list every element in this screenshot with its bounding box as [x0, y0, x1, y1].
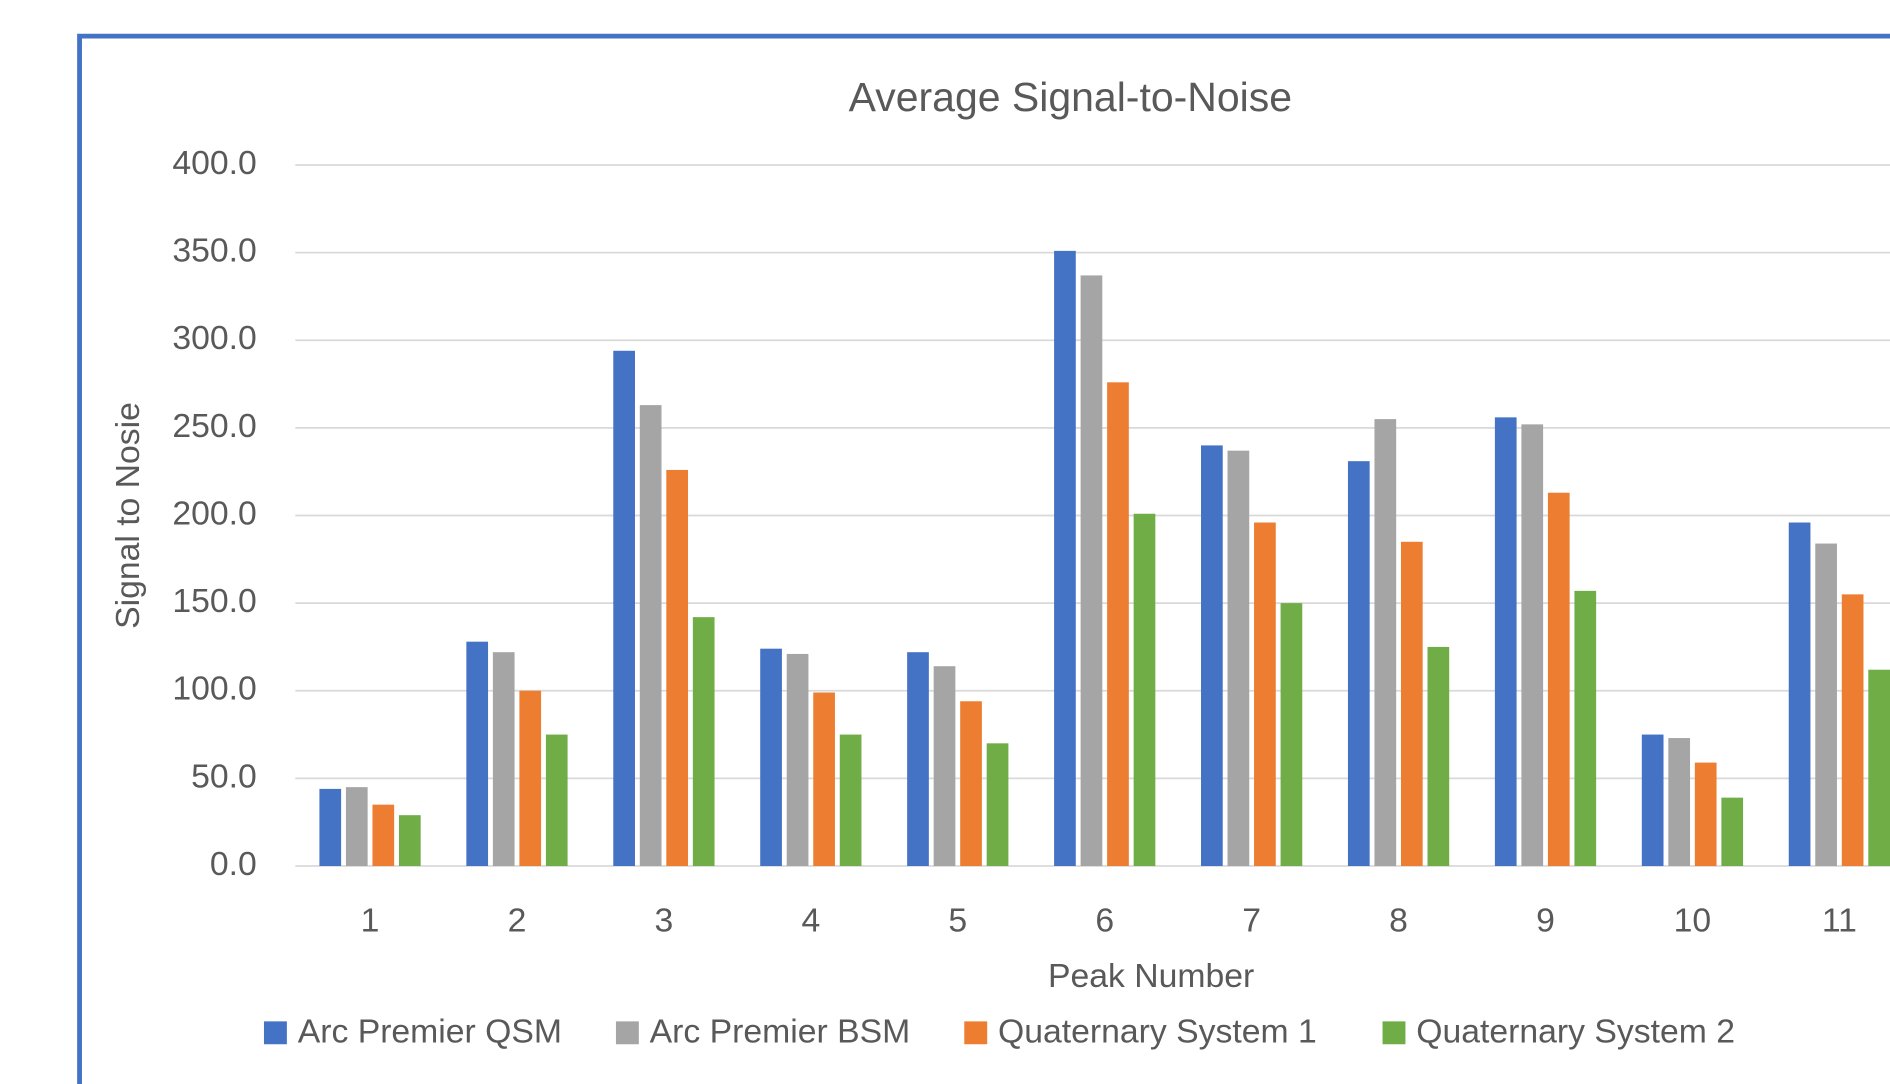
legend-swatch — [263, 1021, 287, 1045]
legend-label: Quaternary System 1 — [998, 1012, 1317, 1050]
x-tick-label: 1 — [361, 902, 380, 940]
legend-swatch — [1382, 1021, 1406, 1045]
bar — [1815, 543, 1837, 866]
y-tick-label: 350.0 — [172, 232, 256, 270]
bar — [1133, 513, 1156, 866]
y-tick-label: 250.0 — [172, 407, 256, 445]
bar — [372, 804, 395, 866]
bar — [1668, 738, 1691, 866]
y-tick-label: 300.0 — [172, 319, 256, 357]
bar — [1254, 522, 1276, 866]
x-tick-label: 8 — [1389, 902, 1408, 940]
bar — [666, 469, 689, 866]
x-tick-label: 3 — [655, 902, 674, 940]
x-tick-label: 7 — [1242, 902, 1261, 940]
bar — [813, 692, 835, 866]
bar — [1868, 669, 1890, 866]
bar — [1788, 522, 1811, 866]
legend-label: Arc Premier QSM — [298, 1012, 562, 1050]
bar — [639, 405, 662, 866]
x-tick-label: 6 — [1095, 902, 1114, 940]
y-tick-label: 150.0 — [172, 582, 256, 620]
x-tick-label: 5 — [948, 902, 967, 940]
bar — [907, 652, 929, 866]
bar — [786, 653, 809, 866]
bar — [1400, 541, 1423, 866]
x-tick-label: 11 — [1822, 902, 1857, 940]
bar — [760, 648, 782, 866]
bar — [1494, 417, 1517, 866]
y-tick-label: 100.0 — [172, 670, 256, 708]
bar — [839, 734, 862, 866]
chart-title: Average Signal-to-Noise — [849, 74, 1292, 120]
bar — [1641, 734, 1664, 866]
y-tick-label: 400.0 — [172, 144, 256, 182]
bar — [1547, 492, 1570, 866]
legend-label: Quaternary System 2 — [1416, 1012, 1735, 1050]
bar — [1694, 762, 1717, 866]
y-tick-label: 200.0 — [172, 494, 256, 532]
bar — [1201, 445, 1223, 866]
bar — [345, 787, 368, 866]
legend-label: Arc Premier BSM — [650, 1012, 911, 1050]
x-tick-label: 2 — [508, 902, 527, 940]
bar — [1574, 590, 1597, 866]
bar — [1280, 603, 1303, 866]
bar — [692, 617, 715, 866]
bar — [519, 690, 542, 866]
legend-swatch — [964, 1021, 988, 1045]
bar — [319, 788, 342, 866]
bar — [1054, 250, 1076, 866]
bar — [1427, 646, 1450, 866]
bar — [613, 350, 635, 866]
y-tick-label: 50.0 — [191, 757, 257, 795]
bar — [1080, 275, 1103, 866]
bar — [1721, 797, 1744, 866]
bar — [466, 641, 489, 866]
bar — [1347, 461, 1370, 866]
x-tick-label: 9 — [1536, 902, 1555, 940]
bar — [986, 743, 1009, 866]
bar — [398, 815, 421, 866]
bar — [545, 734, 568, 866]
bar — [1227, 450, 1250, 866]
bar — [960, 701, 982, 866]
bar — [1374, 419, 1397, 866]
x-axis-label: Peak Number — [1048, 957, 1254, 995]
bar — [1841, 594, 1864, 866]
x-tick-label: 10 — [1674, 902, 1712, 940]
legend-swatch — [615, 1021, 639, 1045]
bar — [933, 666, 956, 866]
chart-border — [77, 33, 1890, 1084]
y-tick-label: 0.0 — [210, 845, 257, 883]
bar — [1521, 424, 1544, 866]
x-tick-label: 4 — [801, 902, 820, 940]
bar — [492, 652, 515, 866]
bar — [1107, 382, 1129, 866]
y-axis-label: Signal to Nosie — [109, 402, 147, 629]
